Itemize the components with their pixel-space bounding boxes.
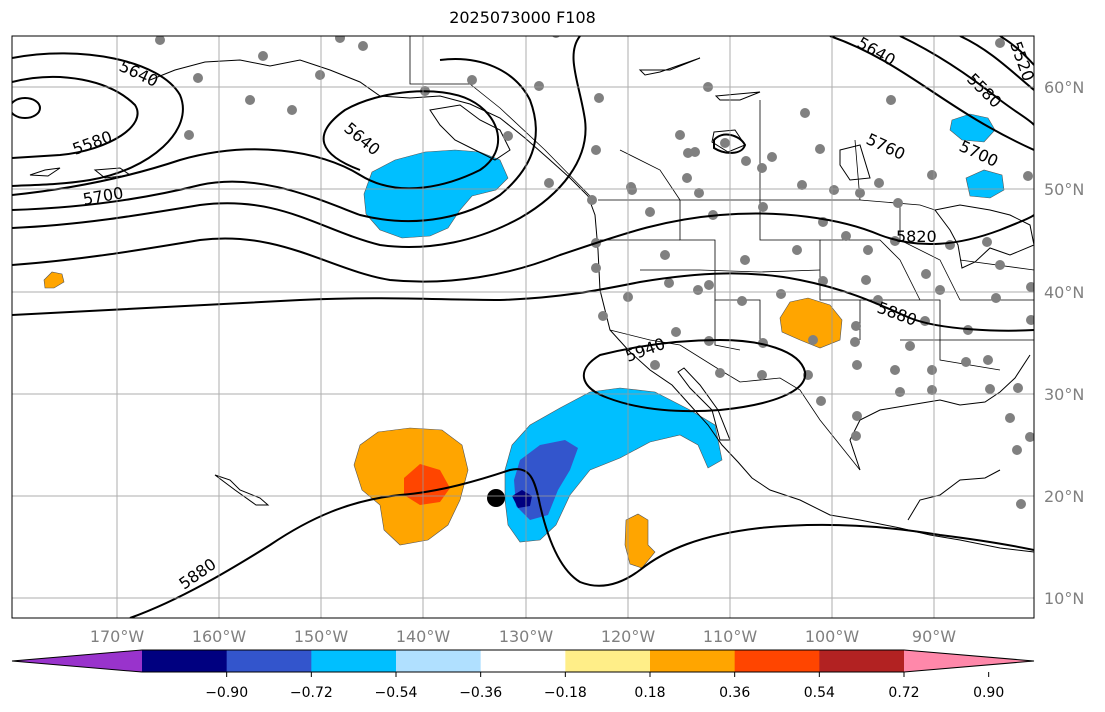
positive-anomaly-southern-plains — [779, 297, 843, 349]
lat-label-40n: 40°N — [1044, 283, 1084, 302]
negative-anomaly-east-canada — [965, 169, 1005, 199]
very-strong-negative-core — [512, 490, 532, 508]
negative-anomaly-gulf-alaska — [363, 149, 509, 239]
latitude-labels: 60°N 50°N 40°N 30°N 20°N 10°N — [1044, 78, 1084, 608]
lon-label-170w: 170°W — [90, 627, 145, 646]
colorbar-segment — [734, 650, 820, 672]
gridlines — [12, 36, 1034, 618]
lon-label-150w: 150°W — [294, 627, 349, 646]
lat-label-20n: 20°N — [1044, 487, 1084, 506]
small-positive-anomaly-west — [43, 271, 65, 289]
lat-label-50n: 50°N — [1044, 180, 1084, 199]
strong-positive-core — [404, 464, 450, 505]
lon-label-160w: 160°W — [192, 627, 247, 646]
anomaly-fills — [43, 113, 1005, 569]
longitude-labels: 170°W 160°W 150°W 140°W 130°W 120°W 110°… — [90, 627, 956, 646]
colorbar-tick-label: −0.36 — [459, 685, 502, 701]
colorbar-segment — [311, 650, 397, 672]
lon-label-100w: 100°W — [805, 627, 860, 646]
negative-anomaly-subtropical-pacific — [504, 387, 723, 543]
colorbar-segment — [565, 650, 651, 672]
height-contours — [12, 36, 1034, 618]
lon-label-140w: 140°W — [396, 627, 451, 646]
positive-anomaly-mexico-pacific — [624, 513, 656, 569]
colorbar-tick-label: −0.72 — [290, 685, 333, 701]
negative-anomaly-great-lakes — [949, 113, 996, 143]
lat-label-60n: 60°N — [1044, 78, 1084, 97]
lat-label-30n: 30°N — [1044, 385, 1084, 404]
colorbar-tick-label: −0.90 — [205, 685, 248, 701]
storm-center-marker — [487, 489, 505, 507]
colorbar-tick-label: 0.18 — [634, 685, 665, 701]
lat-label-10n: 10°N — [1044, 589, 1084, 608]
colorbar-segment — [480, 650, 566, 672]
colorbar-segment — [396, 650, 482, 672]
colorbar-tick-label: 0.36 — [719, 685, 750, 701]
map-title: 2025073000 F108 — [449, 8, 596, 27]
colorbar-tick-label: −0.18 — [544, 685, 587, 701]
colorbar-tick-label: 0.72 — [888, 685, 919, 701]
colorbar-tick-label: 0.54 — [804, 685, 835, 701]
colorbar-segment — [650, 650, 736, 672]
colorbar-extension-low — [12, 650, 142, 672]
colorbar: −0.90 −0.72 −0.54 −0.36 −0.18 0.18 0.36 0.54 0.7… — [11, 649, 1035, 701]
lon-label-130w: 130°W — [499, 627, 554, 646]
lon-label-90w: 90°W — [912, 627, 956, 646]
colorbar-segment — [819, 650, 905, 672]
colorbar-outline — [11, 649, 1035, 673]
colorbar-segment — [142, 650, 228, 672]
map-frame — [11, 35, 1035, 619]
contour-label: 5820 — [896, 227, 937, 246]
lon-label-120w: 120°W — [601, 627, 656, 646]
colorbar-tick-label: −0.54 — [375, 685, 418, 701]
lon-label-110w: 110°W — [703, 627, 758, 646]
colorbar-tick-label: 0.90 — [973, 685, 1004, 701]
colorbar-extension-high — [904, 650, 1034, 672]
colorbar-segment — [226, 650, 312, 672]
